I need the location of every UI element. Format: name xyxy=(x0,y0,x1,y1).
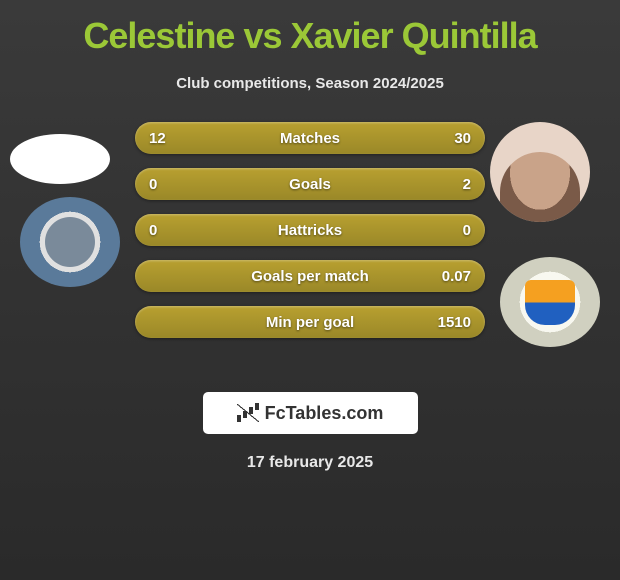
stat-left-value: 0 xyxy=(149,176,157,193)
content-area: 12 Matches 30 0 Goals 2 0 Hattricks 0 Go… xyxy=(0,122,620,372)
stat-label: Min per goal xyxy=(266,314,354,331)
stat-right-value: 1510 xyxy=(438,314,471,331)
stat-label: Goals xyxy=(289,176,331,193)
stat-bar-hattricks: 0 Hattricks 0 xyxy=(135,214,485,246)
date-text: 17 february 2025 xyxy=(0,454,620,472)
stat-right-value: 0.07 xyxy=(442,268,471,285)
stat-label: Hattricks xyxy=(278,222,342,239)
subtitle: Club competitions, Season 2024/2025 xyxy=(0,75,620,92)
stat-left-value: 0 xyxy=(149,222,157,239)
branding-text: FcTables.com xyxy=(265,403,384,424)
club-badge-left xyxy=(20,197,120,287)
stat-label: Matches xyxy=(280,130,340,147)
stat-right-value: 30 xyxy=(454,130,471,147)
stats-container: 12 Matches 30 0 Goals 2 0 Hattricks 0 Go… xyxy=(135,122,485,352)
stat-bar-goals: 0 Goals 2 xyxy=(135,168,485,200)
stat-right-value: 0 xyxy=(463,222,471,239)
stat-bar-goals-per-match: Goals per match 0.07 xyxy=(135,260,485,292)
stat-left-value: 12 xyxy=(149,130,166,147)
stat-bar-matches: 12 Matches 30 xyxy=(135,122,485,154)
stat-bar-min-per-goal: Min per goal 1510 xyxy=(135,306,485,338)
club-badge-right xyxy=(500,257,600,347)
player-avatar-left xyxy=(10,134,110,184)
stat-right-value: 2 xyxy=(463,176,471,193)
comparison-title: Celestine vs Xavier Quintilla xyxy=(0,0,620,57)
branding-box: FcTables.com xyxy=(203,392,418,434)
chart-icon xyxy=(237,404,259,422)
player-avatar-right xyxy=(490,122,590,222)
stat-label: Goals per match xyxy=(251,268,369,285)
